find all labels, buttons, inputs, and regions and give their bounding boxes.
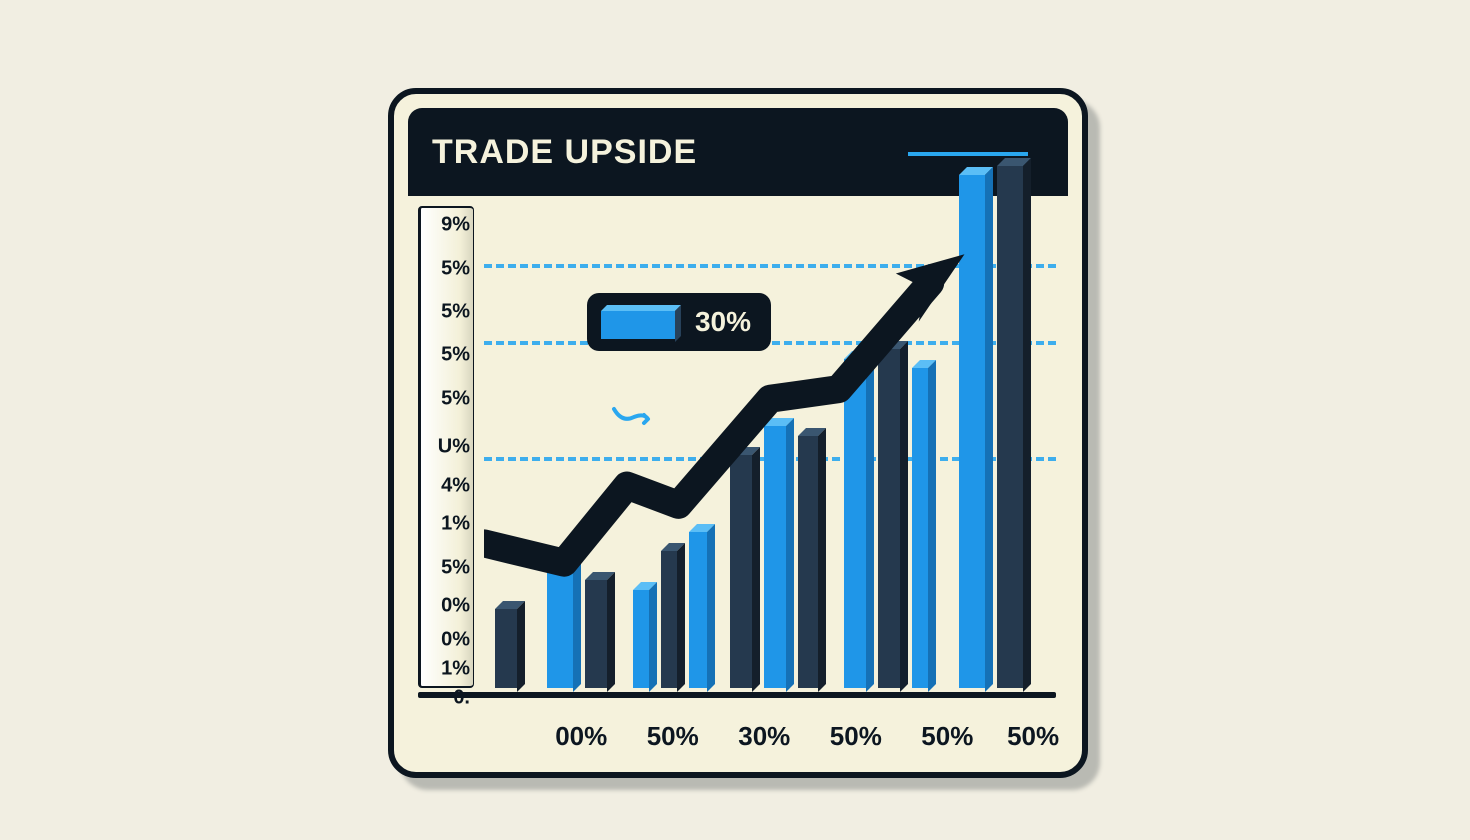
legend-swatch [601, 305, 681, 339]
y-tick-label: 0% [422, 628, 470, 651]
bar-group [495, 601, 525, 688]
x-axis-ticks: 00% 50% 30% 50% 50% 50% [484, 704, 1056, 752]
stage: TRaDe UPSIDe 9%5%5%5%5%U%4%1%5%0%0%1%0. … [0, 0, 1470, 840]
bar [689, 524, 715, 688]
x-tick-label: 00% [555, 721, 607, 752]
y-tick-label: 9% [422, 214, 470, 237]
bar [997, 158, 1031, 688]
bar [844, 351, 874, 688]
bar [633, 582, 657, 688]
y-tick-label: U% [422, 436, 470, 459]
bar [878, 341, 908, 688]
bar [959, 167, 993, 688]
card-title: TRaDe UPSIDe [432, 133, 697, 172]
y-tick-label: 1% [422, 657, 470, 680]
plot-area: 30% [484, 206, 1056, 688]
x-tick-label: 50% [1007, 721, 1059, 752]
bar [730, 447, 760, 688]
legend-label: 30% [695, 306, 751, 338]
y-tick-label: 1% [422, 513, 470, 536]
bar [547, 563, 581, 688]
legend-box: 30% [587, 293, 771, 351]
x-axis-line [418, 692, 1056, 698]
x-tick-label: 30% [738, 721, 790, 752]
bar-group [547, 563, 615, 688]
y-tick-label: 4% [422, 474, 470, 497]
bar [798, 428, 826, 688]
bar [764, 418, 794, 688]
bar [912, 360, 936, 688]
y-tick-label: 5% [422, 301, 470, 324]
bar-group [959, 158, 1031, 688]
x-tick-label: 50% [830, 721, 882, 752]
bar [495, 601, 525, 688]
bar [661, 543, 685, 688]
x-tick-label: 50% [647, 721, 699, 752]
squiggle-accent [610, 399, 654, 427]
y-tick-label: 5% [422, 344, 470, 367]
bar-group [633, 524, 715, 688]
y-tick-label: 5% [422, 257, 470, 280]
bar [585, 572, 615, 688]
header-accent-rule [908, 152, 1028, 156]
x-tick-label: 50% [921, 721, 973, 752]
y-tick-label: 5% [422, 387, 470, 410]
y-tick-label: 0% [422, 595, 470, 618]
bar-group [844, 341, 936, 688]
plot-region: 9%5%5%5%5%U%4%1%5%0%0%1%0. 30% [408, 196, 1068, 758]
y-tick-label: 5% [422, 556, 470, 579]
bar-group [730, 418, 826, 688]
chart-card: TRaDe UPSIDe 9%5%5%5%5%U%4%1%5%0%0%1%0. … [388, 88, 1088, 778]
